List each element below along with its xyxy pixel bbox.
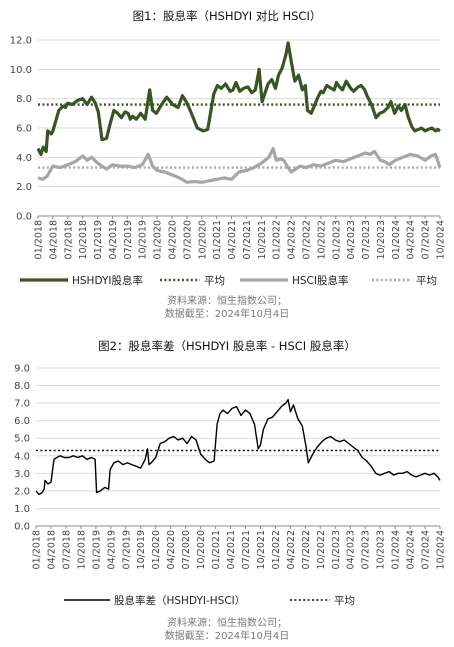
- x-tick-label: 07/2019: [121, 530, 132, 569]
- x-tick-label: 01/2019: [91, 530, 102, 569]
- chart1-source-line1: 资料来源：恒生指数公司；: [167, 296, 287, 307]
- x-tick-label: 07/2020: [181, 530, 192, 569]
- x-tick-label: 07/2021: [241, 530, 252, 569]
- legend-label-2: HSCI股息率: [292, 274, 349, 287]
- series-line-0: [36, 41, 441, 157]
- chart1-date-line: 数据截至：2024年10月4日: [164, 309, 290, 320]
- x-tick-label: 07/2020: [182, 220, 193, 259]
- x-tick-label: 10/2022: [316, 530, 327, 569]
- chart2-title: 图2：股息率差（HSHDYI 股息率 - HSCI 股息率）: [98, 339, 356, 353]
- y-tick-label: 8.0: [14, 381, 30, 392]
- x-tick-label: 04/2019: [106, 530, 117, 569]
- x-tick-label: 10/2024: [436, 220, 447, 259]
- x-tick-label: 01/2018: [32, 530, 43, 569]
- x-tick-label: 04/2021: [227, 220, 238, 259]
- y-tick-label: 9.0: [14, 364, 30, 375]
- x-tick-label: 10/2018: [76, 530, 87, 569]
- y-tick-label: 1.0: [14, 504, 30, 515]
- x-tick-label: 01/2021: [212, 220, 223, 259]
- x-tick-label: 10/2020: [196, 530, 207, 569]
- x-tick-label: 04/2022: [286, 530, 297, 569]
- x-tick-label: 01/2023: [331, 530, 342, 569]
- x-tick-label: 07/2024: [421, 220, 432, 259]
- x-tick-label: 07/2023: [361, 220, 372, 259]
- x-tick-label: 01/2022: [272, 220, 283, 259]
- x-tick-label: 01/2019: [93, 220, 104, 259]
- x-tick-label: 04/2021: [226, 530, 237, 569]
- x-tick-label: 04/2018: [46, 530, 57, 569]
- x-tick-label: 01/2020: [151, 530, 162, 569]
- y-tick-label: 0.0: [14, 522, 30, 533]
- x-tick-label: 04/2020: [166, 530, 177, 569]
- y-tick-label: 12.0: [10, 36, 32, 47]
- legend-label-1: 平均: [204, 275, 225, 287]
- x-tick-label: 07/2021: [242, 220, 253, 259]
- x-tick-label: 10/2023: [376, 220, 387, 259]
- y-tick-label: 0.0: [16, 212, 32, 223]
- y-tick-label: 2.0: [14, 486, 30, 497]
- chart2-source-line1: 资料来源：恒生指数公司；: [167, 618, 287, 629]
- y-tick-label: 3.0: [14, 469, 30, 480]
- x-tick-label: 10/2021: [257, 220, 268, 259]
- x-tick-label: 01/2020: [153, 220, 164, 259]
- x-tick-label: 01/2024: [391, 530, 402, 569]
- x-tick-label: 04/2023: [346, 530, 357, 569]
- x-tick-label: 07/2019: [123, 220, 134, 259]
- y-tick-label: 5.0: [14, 434, 30, 445]
- x-tick-label: 07/2022: [302, 220, 313, 259]
- legend-label-3: 平均: [416, 275, 437, 287]
- x-tick-label: 01/2023: [331, 220, 342, 259]
- chart1-source: 资料来源：恒生指数公司； 数据截至：2024年10月4日: [0, 295, 454, 321]
- x-tick-label: 10/2019: [136, 530, 147, 569]
- x-tick-label: 10/2018: [78, 220, 89, 259]
- x-tick-label: 04/2024: [406, 220, 417, 259]
- chart2-plot: 0.01.02.03.04.05.06.07.08.09.001/2018 04/…: [14, 364, 447, 608]
- x-tick-label: 10/2021: [256, 530, 267, 569]
- chart2-source: 资料来源：恒生指数公司； 数据截至：2024年10月4日: [0, 617, 454, 643]
- x-tick-label: 07/2018: [61, 530, 72, 569]
- y-tick-label: 8.0: [16, 94, 32, 105]
- x-tick-label: 04/2024: [406, 530, 417, 569]
- legend-label-1: 平均: [334, 595, 355, 607]
- x-tick-label: 04/2020: [168, 220, 179, 259]
- x-tick-label: 01/2021: [211, 530, 222, 569]
- x-tick-label: 07/2024: [421, 530, 432, 569]
- x-tick-label: 01/2024: [391, 220, 402, 259]
- x-tick-label: 01/2018: [34, 220, 45, 259]
- x-tick-label: 07/2023: [361, 530, 372, 569]
- y-tick-label: 6.0: [14, 416, 30, 427]
- x-tick-label: 10/2022: [316, 220, 327, 259]
- x-tick-label: 07/2018: [63, 220, 74, 259]
- y-tick-label: 4.0: [16, 153, 32, 164]
- x-tick-label: 07/2022: [301, 530, 312, 569]
- x-tick-label: 04/2023: [346, 220, 357, 259]
- y-tick-label: 2.0: [16, 182, 32, 193]
- chart1-title: 图1：股息率（HSHDYI 对比 HSCI）: [132, 9, 322, 23]
- chart1-plot: 0.0 2.0 4.0 6.0 8.0 10.0 12.0 01/2018 04/2018 07/…: [10, 36, 447, 288]
- series-line-0: [35, 398, 441, 496]
- x-tick-label: 10/2023: [376, 530, 387, 569]
- x-tick-label: 10/2020: [197, 220, 208, 259]
- legend-label-0: 股息率差（HSHDYI-HSCI）: [114, 594, 245, 607]
- series-line-2: [37, 146, 442, 184]
- x-tick-label: 10/2024: [436, 530, 447, 569]
- x-tick-label: 04/2022: [287, 220, 298, 259]
- y-tick-label: 7.0: [14, 399, 30, 410]
- x-tick-label: 10/2019: [138, 220, 149, 259]
- legend-label-0: HSHDYI股息率: [72, 274, 143, 287]
- y-tick-label: 10.0: [10, 65, 32, 76]
- y-tick-label: 4.0: [14, 451, 30, 462]
- y-tick-label: 6.0: [16, 124, 32, 135]
- x-tick-label: 04/2019: [108, 220, 119, 259]
- chart2-date-line: 数据截至：2024年10月4日: [164, 631, 290, 642]
- x-tick-label: 01/2022: [271, 530, 282, 569]
- x-tick-label: 04/2018: [48, 220, 59, 259]
